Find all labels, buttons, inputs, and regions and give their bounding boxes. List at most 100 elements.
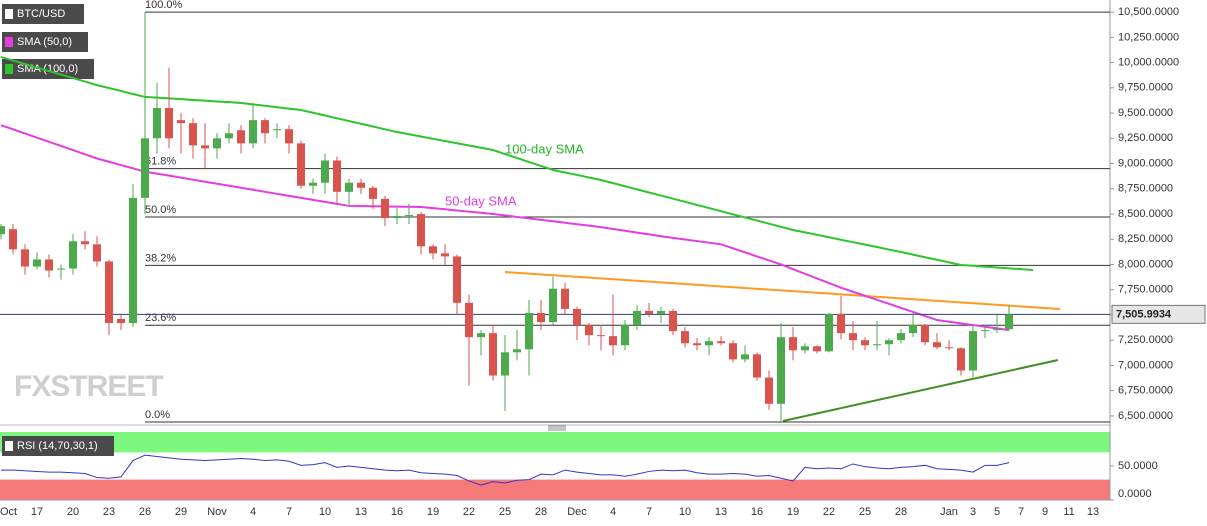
x-tick-label: Jan xyxy=(940,506,958,518)
candle-body xyxy=(93,244,101,262)
x-tick-label: 20 xyxy=(67,506,79,518)
x-tick-label: 23 xyxy=(103,506,115,518)
x-tick-label: 11 xyxy=(1063,506,1074,518)
x-tick-label: 7 xyxy=(286,506,292,518)
candle-body xyxy=(645,310,653,314)
y-tick-label: 8,750.0000 xyxy=(1118,183,1173,195)
x-tick-label: 9 xyxy=(1042,506,1048,518)
candle-body xyxy=(777,337,785,404)
candle-body xyxy=(309,182,317,186)
y-tick-label: 8,250.0000 xyxy=(1118,233,1173,245)
resistance-trendline xyxy=(504,271,1061,310)
candle-body xyxy=(669,310,677,332)
candle-body xyxy=(477,333,485,338)
y-tick-label: 9,250.0000 xyxy=(1118,132,1173,144)
candle-body xyxy=(957,348,965,371)
rsi-tick-label: 50.0000 xyxy=(1118,460,1158,472)
annotation: 100-day SMA xyxy=(505,141,584,156)
y-tick-label: 10,500.0000 xyxy=(1118,6,1179,18)
pane-grip[interactable] xyxy=(548,425,566,431)
candle-body xyxy=(861,340,869,346)
candle-body xyxy=(801,346,809,351)
candle-body xyxy=(321,160,329,183)
overbought-zone xyxy=(0,432,1110,453)
x-tick-label: 22 xyxy=(463,506,475,518)
x-tick-label: 26 xyxy=(139,506,151,518)
candle-body xyxy=(825,313,833,352)
x-tick-label: 19 xyxy=(787,506,799,518)
candle-body xyxy=(789,337,797,351)
candle-body xyxy=(921,325,929,343)
candle-body xyxy=(993,329,1001,331)
candle-body xyxy=(273,129,281,131)
candle-body xyxy=(189,123,197,146)
price-label-box xyxy=(1111,304,1206,324)
x-tick-label: 22 xyxy=(823,506,835,518)
oversold-zone xyxy=(0,479,1110,500)
candle-body xyxy=(357,182,365,188)
candle-body xyxy=(741,354,749,360)
y-tick-label: 6,750.0000 xyxy=(1118,385,1173,397)
candle-body xyxy=(237,130,245,144)
candle-body xyxy=(633,310,641,326)
candle-body xyxy=(21,249,29,267)
candle-body xyxy=(345,182,353,192)
candle-body xyxy=(621,325,629,346)
candle-body xyxy=(501,352,509,376)
x-tick-label: 13 xyxy=(355,506,367,518)
candle-body xyxy=(549,288,557,323)
candle-body xyxy=(129,197,137,324)
fib-label: 50.0% xyxy=(145,204,176,216)
candle-body xyxy=(105,261,113,324)
candle-body xyxy=(153,108,161,139)
price-pane xyxy=(0,432,1110,500)
watermark: FXSTREET xyxy=(14,370,163,403)
candle-body xyxy=(981,330,989,332)
x-tick-label: 7 xyxy=(646,506,652,518)
candle-body xyxy=(537,312,545,323)
candle-body xyxy=(681,331,689,344)
candle-body xyxy=(657,310,665,314)
x-tick-label: Nov xyxy=(207,506,227,518)
x-tick-label: Dec xyxy=(567,506,587,518)
x-tick-label: 7 xyxy=(1018,506,1024,518)
legend-swatch xyxy=(5,64,13,74)
candle-body xyxy=(585,325,593,336)
x-tick-label: 5 xyxy=(994,506,1000,518)
legend-entry: SMA (50,0) xyxy=(17,36,72,48)
candle-body xyxy=(225,133,233,139)
x-tick-label: 10 xyxy=(319,506,331,518)
rsi-tick-label: 0.0000 xyxy=(1118,488,1152,500)
candle-body xyxy=(165,108,173,139)
candle-body xyxy=(465,302,473,338)
candle-body xyxy=(597,335,605,337)
candle-body xyxy=(765,377,773,404)
x-tick-label: 19 xyxy=(427,506,439,518)
candle-body xyxy=(429,246,437,254)
x-tick-label: 4 xyxy=(250,506,256,518)
x-tick-label: Oct xyxy=(0,506,17,518)
candle-body xyxy=(57,268,65,270)
support-trendline xyxy=(782,359,1059,422)
fib-label: 100.0% xyxy=(145,0,183,11)
candle-body xyxy=(381,198,389,219)
candle-body xyxy=(945,347,953,349)
candle-body xyxy=(717,341,725,344)
candle-body xyxy=(261,120,269,134)
candle-body xyxy=(69,241,77,269)
candle-body xyxy=(297,143,305,186)
price-label: 7,505.9934 xyxy=(1116,308,1172,320)
fib-label: 38.2% xyxy=(145,252,176,264)
y-tick-label: 7,000.0000 xyxy=(1118,359,1173,371)
candle-body xyxy=(33,259,41,267)
candle-body xyxy=(561,288,569,309)
fib-label: 0.0% xyxy=(145,409,170,421)
x-tick-label: 25 xyxy=(859,506,871,518)
candle-body xyxy=(897,333,905,341)
legend: BTC/USD SMA (50,0) SMA (100,0) RSI (14,7… xyxy=(2,4,114,456)
candle-body xyxy=(285,129,293,144)
candle-body xyxy=(0,226,5,235)
x-tick-label: 13 xyxy=(715,506,727,518)
y-tick-label: 6,500.0000 xyxy=(1118,410,1173,422)
